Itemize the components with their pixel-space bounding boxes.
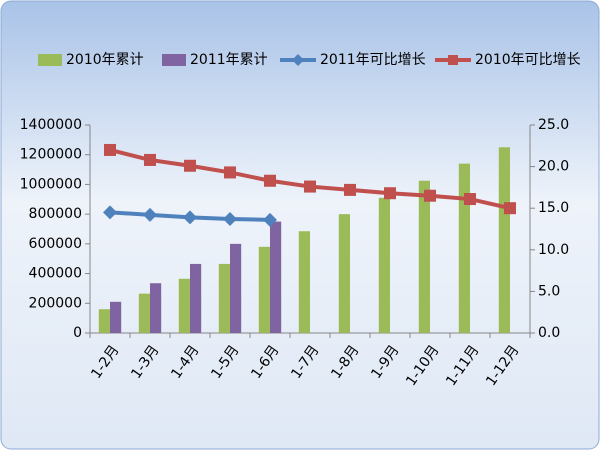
legend-swatch <box>162 54 186 66</box>
bar <box>418 180 430 333</box>
line-marker <box>263 212 277 227</box>
y2-tick-label: 5.0 <box>538 283 560 299</box>
y-tick-label: 0 <box>73 325 82 341</box>
line-marker <box>183 210 197 225</box>
y-tick-label: 600000 <box>29 236 82 252</box>
line-marker <box>104 143 116 156</box>
bar <box>138 293 150 333</box>
y-tick-label: 200000 <box>29 295 82 311</box>
line-marker <box>264 174 276 187</box>
legend-label: 2010年可比增长 <box>475 52 581 68</box>
line-marker <box>384 187 396 200</box>
y2-tick-label: 10.0 <box>538 242 569 258</box>
bar <box>178 278 190 333</box>
legend-label: 2011年累计 <box>190 52 268 68</box>
bar <box>270 221 282 333</box>
bar <box>98 309 110 333</box>
y2-tick-label: 20.0 <box>538 159 569 175</box>
bar <box>378 197 390 333</box>
line-marker <box>424 189 436 202</box>
bar <box>258 246 270 333</box>
legend-marker <box>292 54 304 66</box>
line-marker <box>184 159 196 172</box>
y2-tick-label: 25.0 <box>538 117 569 133</box>
line-marker <box>304 180 316 193</box>
y-tick-label: 800000 <box>29 206 82 222</box>
legend-marker <box>448 55 458 65</box>
line-marker <box>344 183 356 196</box>
y-tick-label: 400000 <box>29 266 82 282</box>
line-marker <box>504 202 516 215</box>
legend-label: 2010年累计 <box>66 52 144 68</box>
line-marker <box>103 205 117 220</box>
bar <box>150 283 162 333</box>
legend-label: 2011年可比增长 <box>320 52 426 68</box>
bar <box>110 301 122 333</box>
bar <box>190 263 202 333</box>
bar <box>338 214 350 333</box>
bar <box>230 243 242 333</box>
line-marker <box>144 153 156 166</box>
y-tick-label: 1000000 <box>20 176 82 192</box>
line-marker <box>143 207 157 222</box>
line-marker <box>223 212 237 227</box>
line-marker <box>224 166 236 179</box>
y-tick-label: 1200000 <box>20 147 82 163</box>
line-marker <box>464 193 476 206</box>
bar <box>218 263 230 333</box>
y-tick-label: 1400000 <box>20 117 82 133</box>
bar <box>458 163 470 333</box>
bar <box>298 231 310 333</box>
bar <box>498 147 510 333</box>
y2-tick-label: 15.0 <box>538 200 569 216</box>
y2-tick-label: 0.0 <box>538 325 560 341</box>
legend-swatch <box>38 54 62 66</box>
